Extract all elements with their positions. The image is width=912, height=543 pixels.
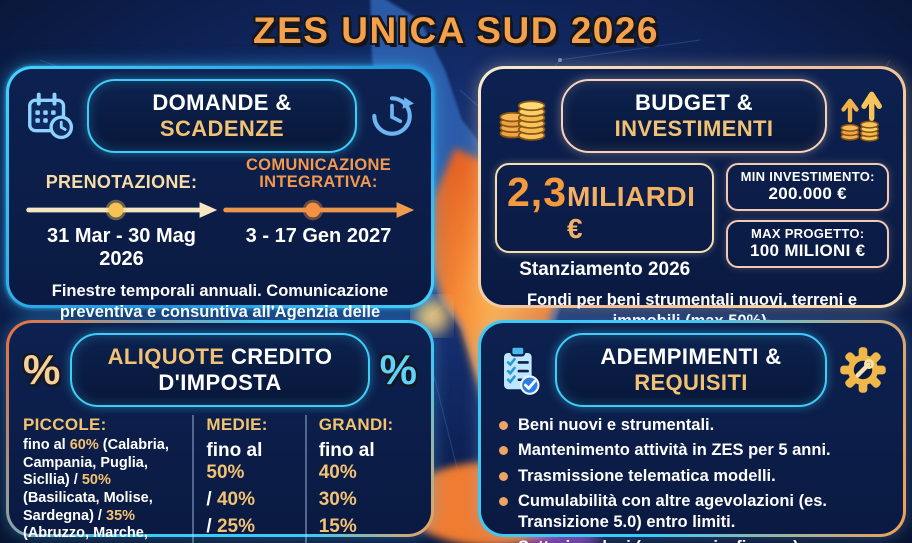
max-project-label: MAX PROGETTO: — [751, 226, 865, 241]
panel-domande-header: DOMANDE & SCADENZE — [23, 79, 417, 153]
budget-amount-box: 2,3 MILIARDI € — [495, 163, 715, 253]
max-project-value: 100 MILIONI € — [750, 241, 866, 260]
panel-budget-title: BUDGET & INVESTIMENTI — [561, 79, 827, 153]
grandi-rate: 30% — [318, 489, 357, 510]
panel-aliquote-title: ALIQUOTE CREDITO D'IMPOSTA — [70, 333, 370, 407]
min-investment-label: MIN INVESTIMENTO: — [740, 169, 875, 184]
timeline-dates: 31 Mar - 30 Mag 2026 3 - 17 Gen 2027 — [23, 225, 417, 271]
percent-icon: % — [23, 346, 61, 393]
piccole-body: fino al 60% (Calabria, Campania, Puglia,… — [23, 437, 169, 542]
min-investment-value: 200.000 € — [768, 184, 847, 203]
comunicazione-label: COMUNICAZIONE INTEGRATIVA: — [245, 156, 392, 192]
bullet-icon — [499, 497, 508, 507]
column-piccole: PICCOLE: fino al 60% (Calabria, Campania… — [23, 415, 192, 543]
max-project-box: MAX PROGETTO: 100 MILIONI € — [726, 220, 889, 268]
budget-amount-caption: Stanziamento 2026 — [519, 259, 691, 280]
grandi-rate: 15% — [318, 516, 357, 537]
budget-limits-column: MIN INVESTIMENTO: 200.000 € MAX PROGETTO… — [726, 163, 889, 268]
piccole-header: PICCOLE: — [23, 415, 107, 434]
list-item: Settori esclusi (es. energia, finanza). — [499, 537, 889, 543]
panel-budget-investimenti: BUDGET & INVESTIMENTI 2,3 MILIARDI € Sta… — [478, 66, 906, 330]
list-item: Mantenimento attività in ZES per 5 anni. — [499, 440, 889, 460]
bullet-icon — [499, 421, 508, 430]
bullet-icon — [499, 471, 508, 481]
medie-header: MEDIE: — [206, 415, 268, 434]
percent-icon: % — [379, 346, 417, 393]
panel-aliquote: % ALIQUOTE CREDITO D'IMPOSTA % PICCOLE: … — [6, 320, 434, 543]
list-item-text: Trasmissione telematica modelli. — [518, 466, 776, 485]
requirements-list: Beni nuovi e strumentali. Mantenimento a… — [495, 415, 889, 543]
domande-note: Finestre temporali annuali. Comunicazion… — [51, 281, 389, 342]
timeline — [23, 197, 417, 223]
list-item: Trasmissione telematica modelli. — [499, 466, 889, 486]
column-medie: MEDIE: fino al 50% / 40% / 25% — [192, 415, 304, 543]
medie-rate: fino al 50% — [206, 440, 263, 483]
list-item-text: Settori esclusi (es. energia, finanza). — [518, 537, 803, 543]
budget-body: 2,3 MILIARDI € Stanziamento 2026 MIN INV… — [495, 163, 889, 281]
panel-adempimenti: ADEMPIMENTI & REQUISITI Beni nuovi e str — [478, 320, 906, 543]
medie-rate: / 40% — [206, 489, 255, 510]
list-item: Beni nuovi e strumentali. — [499, 415, 889, 435]
column-grandi: GRANDI: fino al 40% 30% 15% — [304, 415, 417, 543]
panel-budget-header: BUDGET & INVESTIMENTI — [495, 79, 889, 153]
gear-wrench-icon — [840, 347, 886, 393]
comunicazione-dates: 3 - 17 Gen 2027 — [245, 224, 392, 247]
coins-growth-icon — [840, 91, 882, 142]
grandi-header: GRANDI: — [318, 415, 394, 434]
panel-adempimenti-title: ADEMPIMENTI & REQUISITI — [555, 333, 827, 407]
min-investment-box: MIN INVESTIMENTO: 200.000 € — [726, 163, 889, 211]
panel-domande-title: DOMANDE & SCADENZE — [87, 79, 357, 153]
budget-amount-column: 2,3 MILIARDI € Stanziamento 2026 — [495, 163, 715, 281]
clock-history-icon — [372, 96, 414, 136]
list-item-text: Cumulabilità con altre agevolazioni (es.… — [518, 492, 827, 531]
list-item-text: Beni nuovi e strumentali. — [518, 416, 715, 434]
timeline-segment-2 — [223, 199, 415, 220]
coins-stack-icon — [499, 100, 546, 141]
prenotazione-dates: 31 Mar - 30 Mag 2026 — [47, 224, 196, 270]
timeline-segment-1 — [26, 199, 218, 220]
grandi-rate: fino al 40% — [318, 440, 375, 483]
prenotazione-label: PRENOTAZIONE: — [45, 171, 198, 192]
page-title: ZES UNICA SUD 2026 — [252, 10, 659, 51]
medie-rate: / 25% — [206, 516, 255, 537]
panel-domande-scadenze: DOMANDE & SCADENZE PRENOTAZIONE: COMUNIC… — [6, 66, 434, 342]
list-item-text: Mantenimento attività in ZES per 5 anni. — [518, 441, 831, 460]
panel-adempimenti-header: ADEMPIMENTI & REQUISITI — [495, 333, 889, 407]
list-item: Cumulabilità con altre agevolazioni (es.… — [499, 491, 889, 532]
clipboard-check-icon — [501, 345, 540, 395]
panel-aliquote-header: % ALIQUOTE CREDITO D'IMPOSTA % — [23, 333, 417, 407]
timeline-phase-labels: PRENOTAZIONE: COMUNICAZIONE INTEGRATIVA: — [23, 156, 417, 192]
aliquote-columns: PICCOLE: fino al 60% (Calabria, Campania… — [23, 415, 417, 543]
bullet-icon — [499, 446, 508, 456]
calendar-clock-icon — [28, 92, 74, 140]
